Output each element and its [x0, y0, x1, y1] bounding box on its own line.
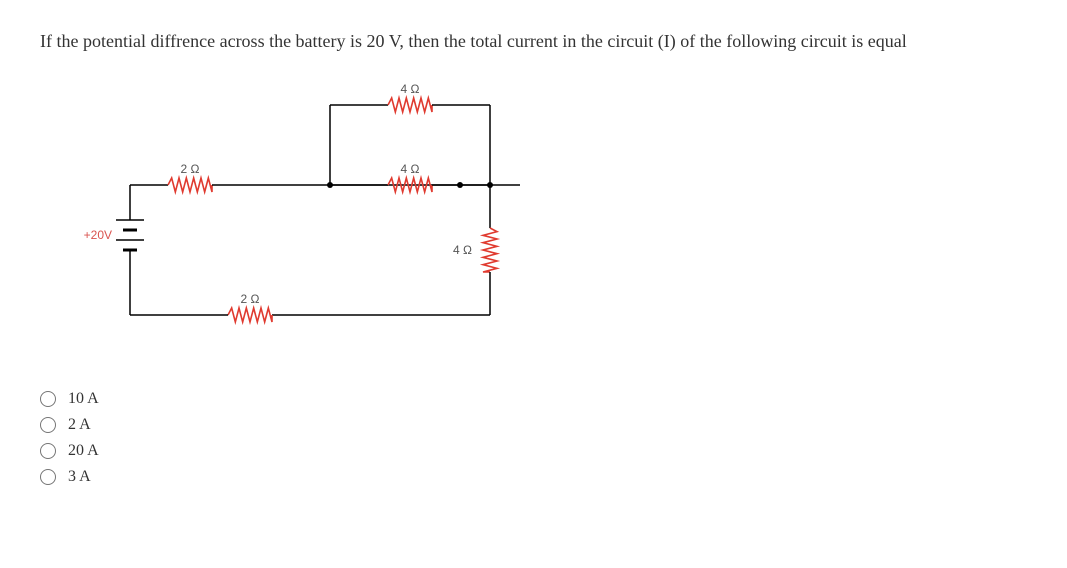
option-label: 20 A	[68, 442, 99, 460]
option-radio[interactable]	[40, 391, 56, 407]
svg-text:4 Ω: 4 Ω	[453, 243, 472, 257]
circuit-diagram: 4 Ω 2 Ω 4 Ω 4 Ω 2 Ω +20V	[70, 75, 1027, 360]
circuit-svg: 4 Ω 2 Ω 4 Ω 4 Ω 2 Ω +20V	[70, 75, 530, 355]
option-label: 10 A	[68, 390, 99, 408]
svg-text:+20V: +20V	[84, 228, 112, 242]
question-text: If the potential diffrence across the ba…	[40, 28, 1027, 55]
option-radio[interactable]	[40, 417, 56, 433]
svg-text:2 Ω: 2 Ω	[181, 162, 200, 176]
option-row[interactable]: 10 A	[40, 390, 1027, 408]
option-label: 2 A	[68, 416, 91, 434]
option-row[interactable]: 20 A	[40, 442, 1027, 460]
svg-text:2 Ω: 2 Ω	[241, 292, 260, 306]
option-radio[interactable]	[40, 443, 56, 459]
option-row[interactable]: 3 A	[40, 468, 1027, 486]
option-label: 3 A	[68, 468, 91, 486]
svg-text:4 Ω: 4 Ω	[401, 82, 420, 96]
options-list: 10 A 2 A 20 A 3 A	[40, 390, 1027, 486]
option-radio[interactable]	[40, 469, 56, 485]
option-row[interactable]: 2 A	[40, 416, 1027, 434]
svg-text:4 Ω: 4 Ω	[401, 162, 420, 176]
